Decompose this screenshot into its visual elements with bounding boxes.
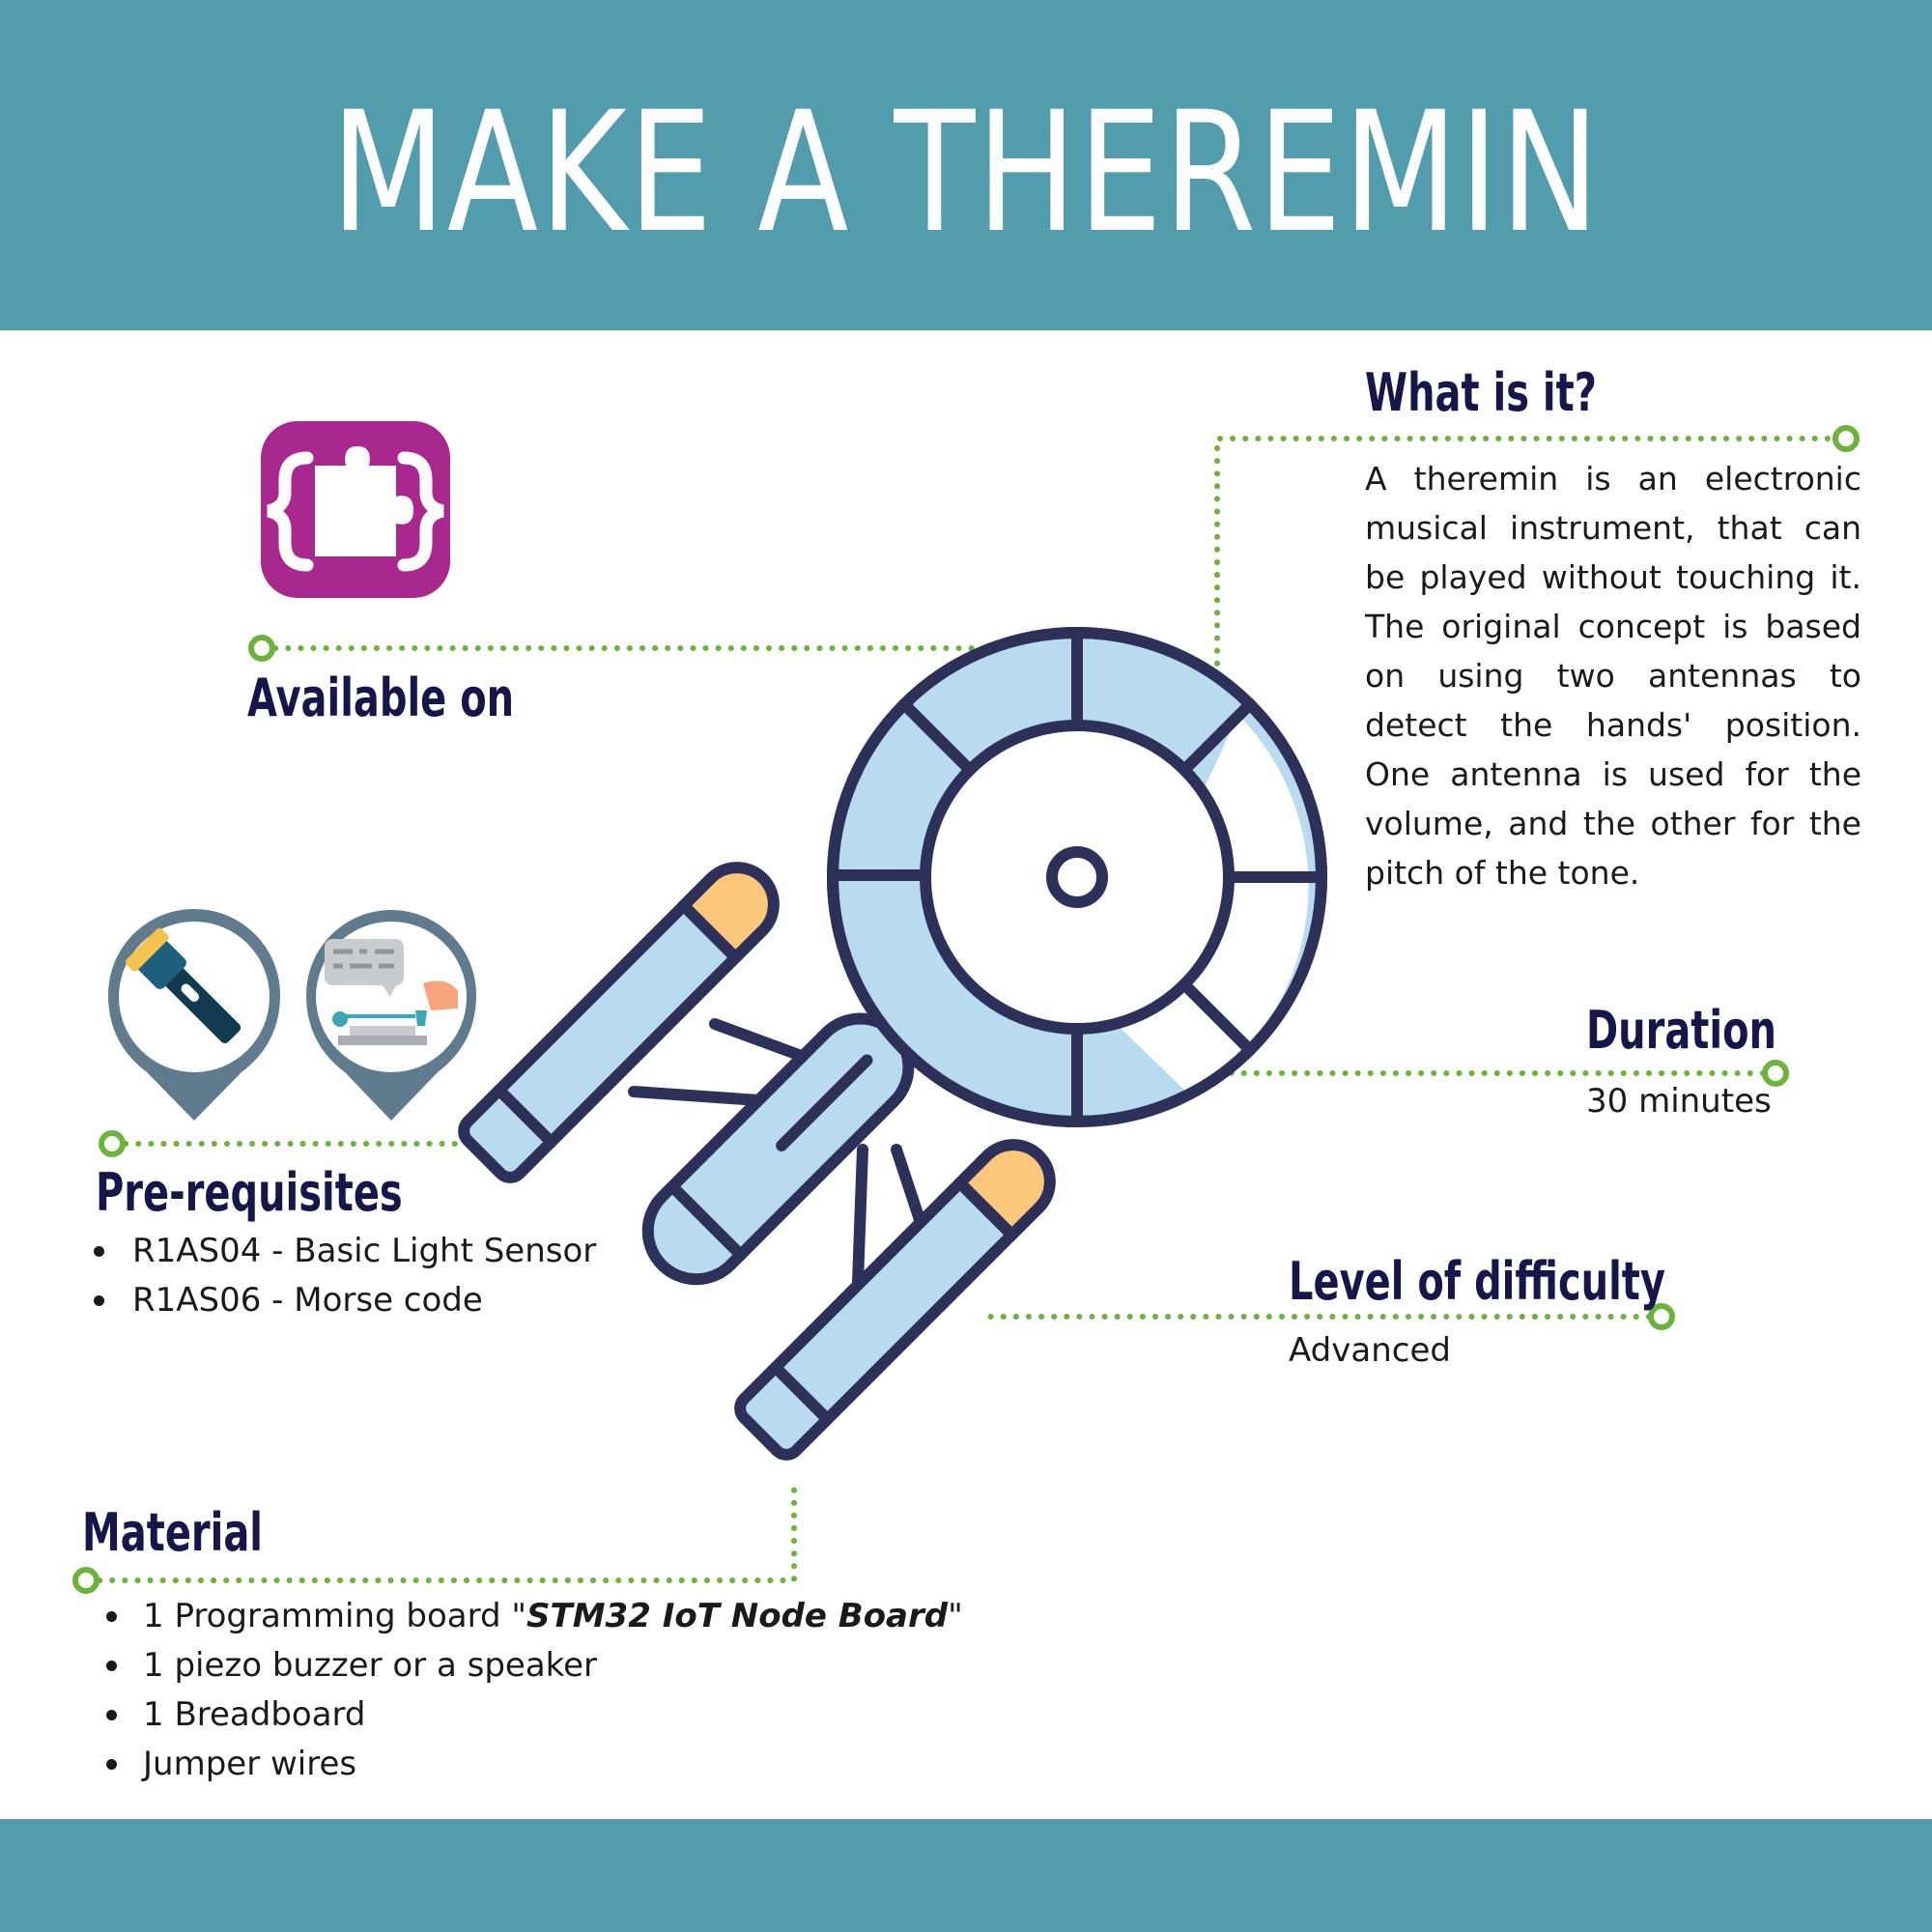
connector-dot-difficulty <box>1648 1303 1675 1330</box>
duration-value: 30 minutes <box>1586 1082 1772 1121</box>
puzzle-brackets-icon <box>261 421 450 598</box>
flashlight-icon <box>107 908 280 1121</box>
list-item: 1 Programming board "STM32 IoT Node Boar… <box>106 1592 963 1641</box>
difficulty-value: Advanced <box>1289 1331 1451 1370</box>
spaceship-illustration <box>458 627 1327 1461</box>
connector-dot-available <box>248 635 275 662</box>
duration-heading: Duration <box>1586 1000 1776 1061</box>
material-heading: Material <box>82 1502 264 1563</box>
connector-material <box>84 1485 797 1583</box>
page-title: MAKE A THEREMIN <box>330 75 1602 270</box>
header-band <box>0 0 1932 330</box>
connector-dot-what <box>1833 425 1860 452</box>
what-is-it-heading: What is it? <box>1365 362 1597 423</box>
material-item-suffix: " <box>948 1597 963 1635</box>
connector-end-circles <box>72 425 1860 1594</box>
material-list: 1 Programming board "STM32 IoT Node Boar… <box>106 1592 963 1789</box>
list-item: 1 Breadboard <box>106 1690 963 1740</box>
material-item-prefix: 1 Programming board " <box>143 1597 527 1635</box>
board-name: STM32 IoT Node Board <box>526 1597 949 1635</box>
available-on-heading: Available on <box>247 668 515 728</box>
prerequisites-list: R1AS04 - Basic Light Sensor R1AS06 - Mor… <box>93 1227 596 1325</box>
what-is-it-text: A theremin is an electronic musical inst… <box>1365 460 1861 892</box>
connector-dot-material <box>72 1567 99 1594</box>
connector-dot-duration <box>1762 1060 1789 1087</box>
connector-lines <box>84 436 1843 1583</box>
list-item: R1AS04 - Basic Light Sensor <box>93 1227 596 1276</box>
list-item: R1AS06 - Morse code <box>93 1276 596 1325</box>
difficulty-heading: Level of difficulty <box>1289 1251 1665 1312</box>
list-item: 1 piezo buzzer or a speaker <box>106 1641 963 1690</box>
prerequisites-heading: Pre-requisites <box>96 1162 403 1223</box>
connector-what-is-it <box>1214 436 1843 669</box>
morse-code-icon <box>306 910 476 1121</box>
list-item: Jumper wires <box>106 1740 963 1789</box>
footer-band <box>0 1819 1932 1932</box>
connector-dot-prereq <box>99 1130 126 1157</box>
